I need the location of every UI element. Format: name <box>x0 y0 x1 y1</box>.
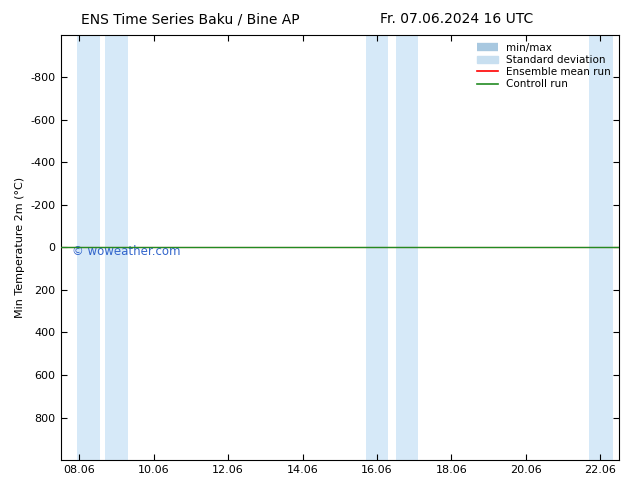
Text: ENS Time Series Baku / Bine AP: ENS Time Series Baku / Bine AP <box>81 12 299 26</box>
Bar <box>396 35 418 460</box>
Bar <box>619 35 634 460</box>
Bar <box>77 35 100 460</box>
Text: © woweather.com: © woweather.com <box>72 245 180 258</box>
Bar <box>366 35 388 460</box>
Text: Fr. 07.06.2024 16 UTC: Fr. 07.06.2024 16 UTC <box>380 12 533 26</box>
Bar <box>589 35 614 460</box>
Y-axis label: Min Temperature 2m (°C): Min Temperature 2m (°C) <box>15 177 25 318</box>
Bar <box>105 35 127 460</box>
Legend: min/max, Standard deviation, Ensemble mean run, Controll run: min/max, Standard deviation, Ensemble me… <box>472 39 615 94</box>
